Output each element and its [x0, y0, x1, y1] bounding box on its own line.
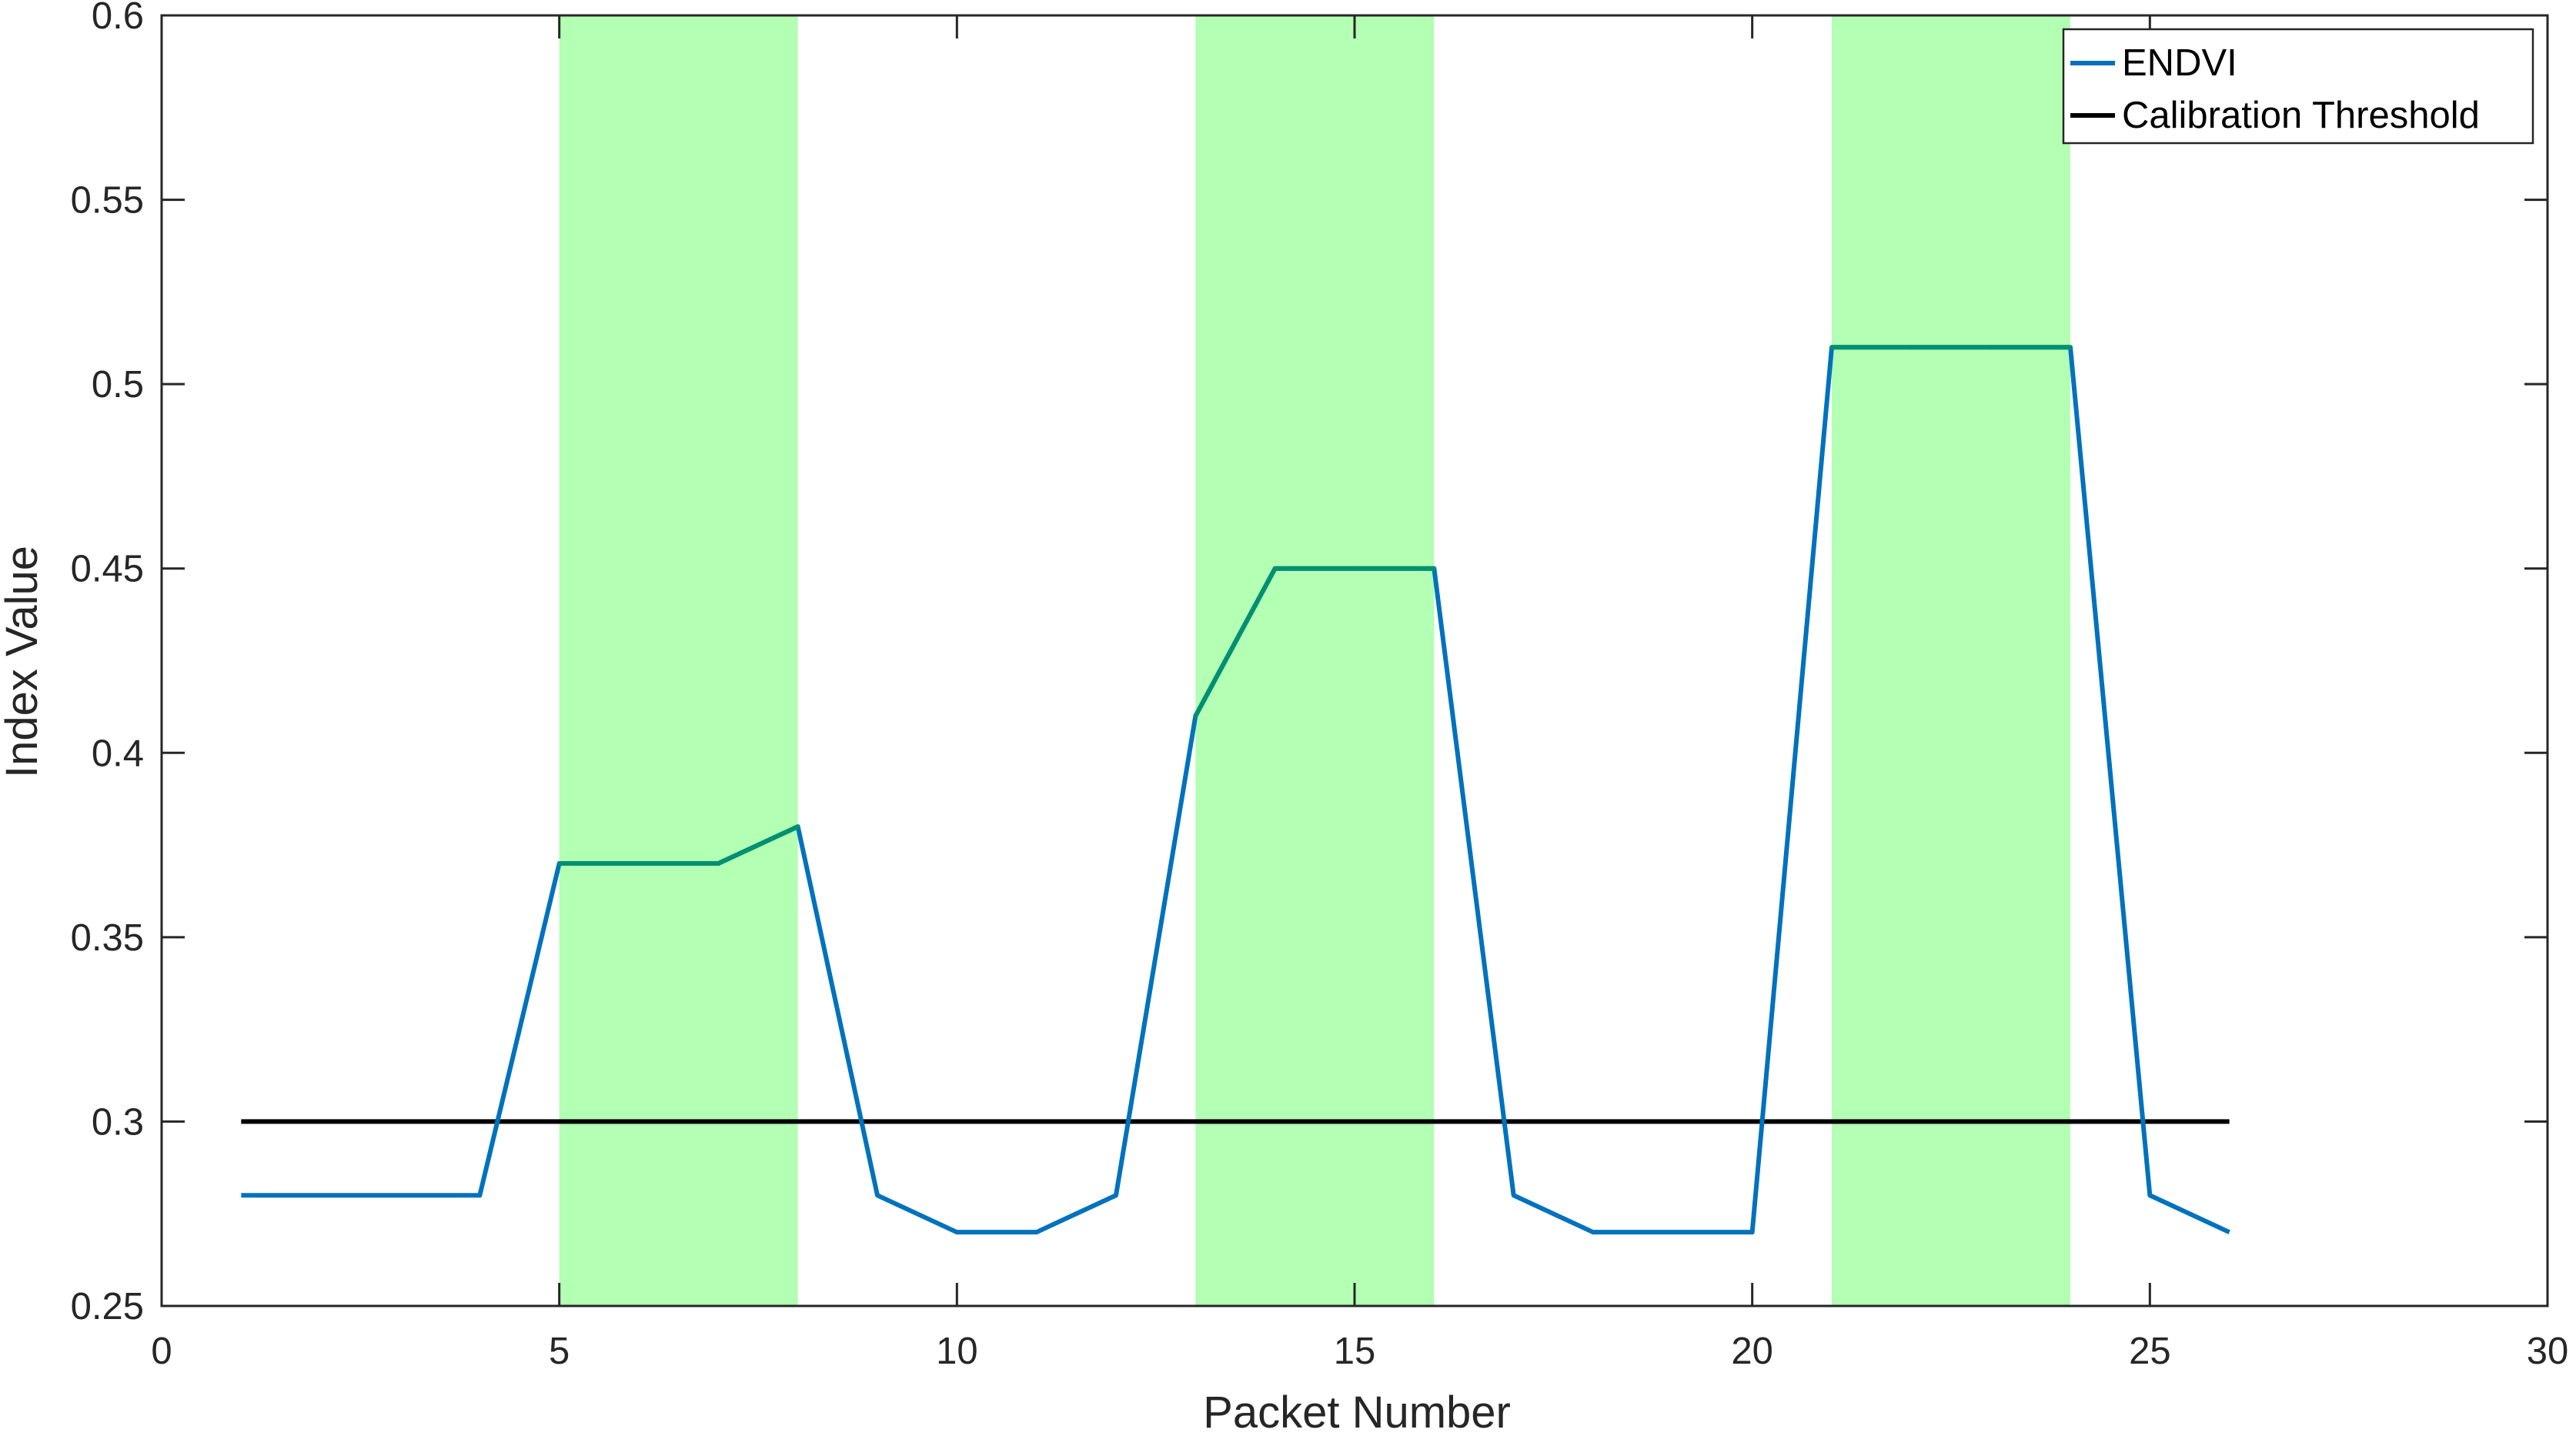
legend-box [2062, 28, 2534, 145]
x-axis-title: Packet Number [1203, 1388, 1511, 1436]
x-tick-label: 30 [2527, 1331, 2569, 1372]
shaded-regions [559, 15, 2070, 1306]
shaded-region-3 [1832, 15, 2070, 1306]
x-tick-label: 20 [1731, 1331, 1773, 1372]
shaded-region-1 [559, 15, 798, 1306]
y-tick-label: 0.3 [92, 1101, 144, 1143]
legend: ENDVI Calibration Threshold [2062, 28, 2534, 145]
y-tick-label: 0.55 [71, 180, 144, 222]
y-tick-label: 0.6 [92, 0, 144, 37]
legend-label-endvi: ENDVI [2122, 42, 2237, 84]
shaded-region-2 [1195, 15, 1435, 1306]
x-axis: 0 5 10 15 20 25 30 [151, 15, 2568, 1372]
y-tick-label: 0.25 [71, 1286, 144, 1327]
y-tick-label: 0.45 [71, 549, 144, 590]
y-tick-label: 0.5 [92, 364, 144, 406]
y-tick-label: 0.35 [71, 917, 144, 959]
y-axis: 0.25 0.3 0.35 0.4 0.45 0.5 0.55 0.6 [71, 0, 2548, 1327]
plot-lines [241, 345, 2230, 1235]
y-axis-title: Index Value [0, 546, 47, 778]
series-segment-endvi-shaded [1193, 566, 1278, 719]
x-tick-label: 25 [2129, 1331, 2171, 1372]
x-tick-label: 5 [549, 1331, 570, 1372]
x-tick-label: 10 [936, 1331, 978, 1372]
y-tick-label: 0.4 [92, 733, 144, 774]
series-segment-endvi-shaded [716, 824, 800, 867]
x-tick-label: 0 [151, 1331, 172, 1372]
legend-label-calibration-threshold: Calibration Threshold [2122, 95, 2480, 136]
x-tick-label: 15 [1334, 1331, 1376, 1372]
